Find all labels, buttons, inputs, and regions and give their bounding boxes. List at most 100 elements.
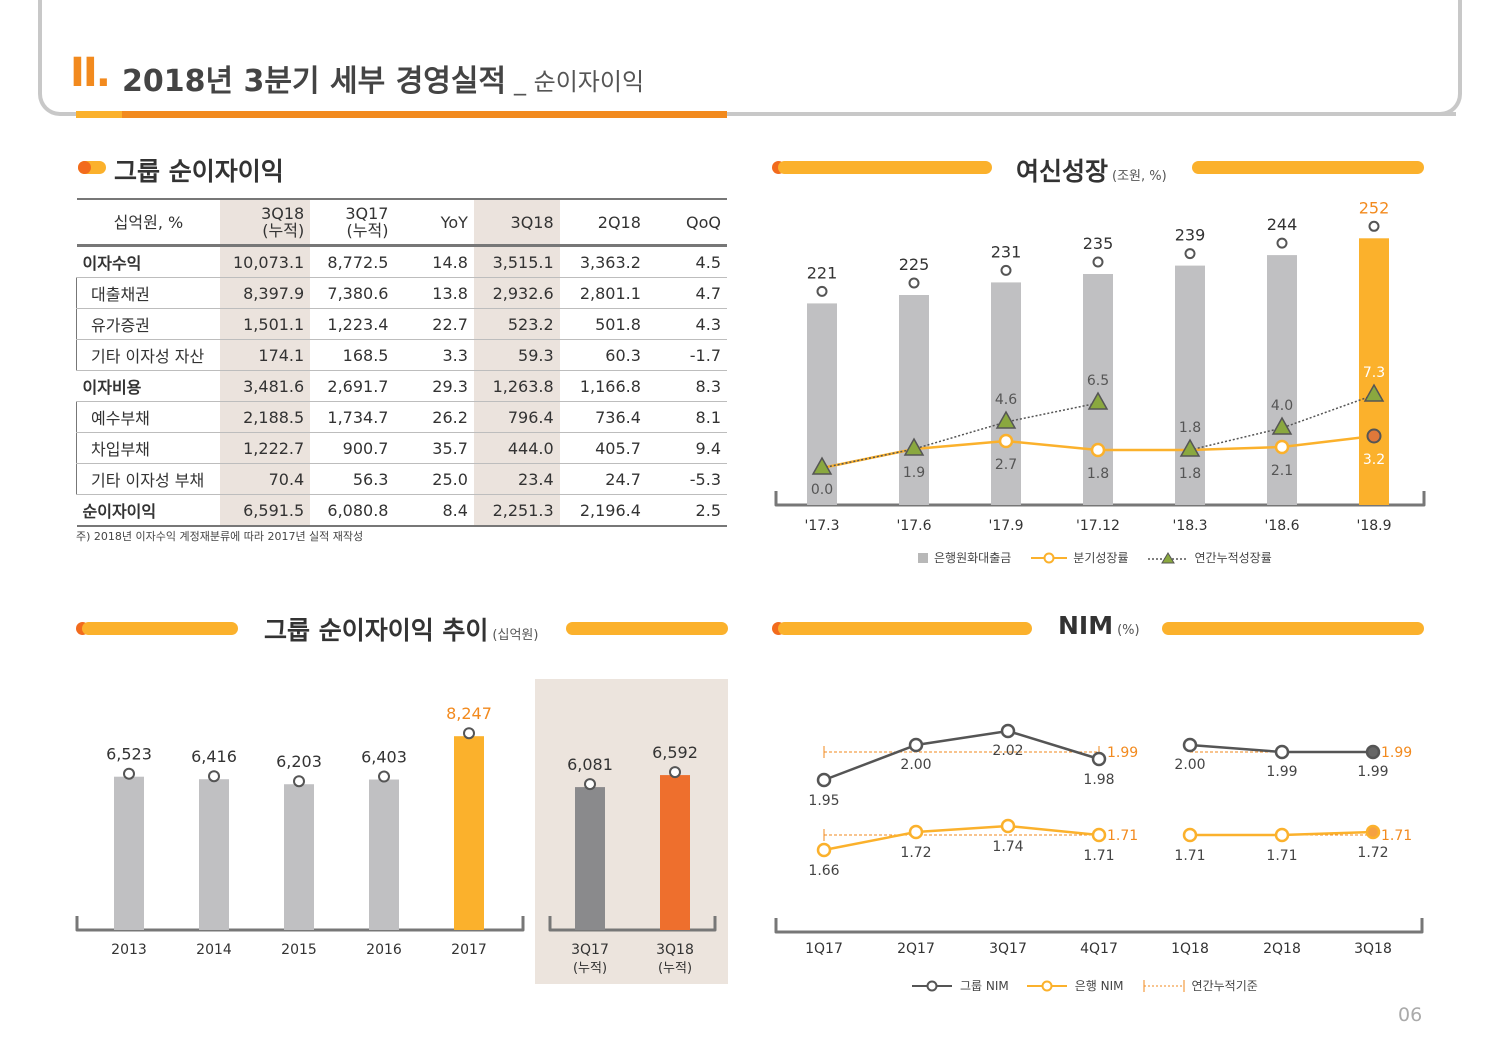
bar-value-label: 6,203	[276, 752, 322, 771]
table-cell: 1,222.7	[220, 432, 311, 464]
table-row: 차입부채 1,222.7 900.7 35.7 444.0 405.7 9.4	[76, 432, 727, 464]
bar	[899, 295, 929, 505]
nim-chart: 1Q17 2Q17 3Q17 4Q17 1Q18 2Q18 3Q18 1.99 1.99 1.95…	[774, 723, 1424, 957]
quarter-growth-marker	[1274, 439, 1290, 455]
bar	[575, 787, 605, 930]
column-header: YoY	[394, 198, 474, 247]
table-cell: 8.1	[646, 401, 727, 433]
table-cell: 523.2	[473, 308, 560, 340]
table-row: 유가증권 1,501.1 1,223.4 22.7 523.2 501.8 4.3	[76, 308, 727, 340]
quarter-growth-label: 1.8	[1087, 466, 1109, 482]
nim-value-label: 1.66	[808, 863, 839, 879]
annual-growth-label: 7.3	[1363, 365, 1385, 381]
comparison-panel	[535, 679, 728, 984]
table-cell: 8.4	[394, 494, 474, 527]
bar-value-label: 6,523	[106, 745, 152, 764]
quarter-growth-label: 1.9	[903, 465, 925, 481]
quarter-growth-label: 2.1	[1271, 463, 1293, 479]
x-tick-label: 2Q17	[897, 941, 935, 957]
bar	[1359, 238, 1389, 506]
table-cell: 13.8	[394, 277, 474, 309]
table-row: 순이자이익 6,591.5 6,080.8 8.4 2,251.3 2,196.4 2.5	[76, 494, 727, 527]
nim-value-label: 1.95	[808, 793, 839, 809]
bar-value-marker	[584, 778, 596, 791]
x-tick-label: '17.12	[1076, 518, 1120, 534]
legend-bar-swatch	[918, 552, 928, 563]
bar-value-label: 225	[899, 255, 930, 274]
table-cell: 8.3	[646, 370, 727, 402]
table-cell: 59.3	[473, 339, 560, 371]
bar	[199, 779, 229, 930]
header-accent-rule	[76, 111, 727, 118]
bar	[807, 303, 837, 505]
table-cell: 3,481.6	[220, 370, 311, 402]
x-tick-label: '18.9	[1356, 518, 1391, 534]
x-axis	[774, 918, 1424, 934]
column-header: 3Q18 (누적)	[220, 198, 311, 247]
table-row: 이자비용 3,481.6 2,691.7 29.3 1,263.8 1,166.8 8.3	[76, 370, 727, 402]
legend-group-nim-label: 그룹 NIM	[960, 979, 1009, 993]
legend-quarter-swatch	[1031, 552, 1068, 563]
table-cell: 444.0	[473, 432, 560, 464]
table-row: 대출채권 8,397.9 7,380.6 13.8 2,932.6 2,801.1 4.7	[76, 277, 727, 309]
nim-value-label: 2.02	[992, 743, 1023, 759]
x-tick-label: (누적)	[658, 961, 692, 976]
legend-bar-label: 은행원화대출금	[934, 551, 1012, 565]
x-tick-label: 2013	[111, 942, 147, 958]
x-tick-label: 3Q17	[989, 941, 1027, 957]
bar	[454, 736, 484, 930]
bar-value-marker	[816, 285, 828, 297]
bar-value-label: 6,416	[191, 747, 237, 766]
x-tick-label: '17.6	[896, 518, 931, 534]
table-section-title: 그룹 순이자이익	[114, 157, 284, 186]
section-marker-dot	[78, 161, 91, 174]
table-cell: 8,397.9	[220, 277, 311, 309]
quarter-growth-marker	[1090, 442, 1106, 458]
annual-growth-marker	[1363, 383, 1385, 402]
table-row: 기타 이자성 부채 70.4 56.3 25.0 23.4 24.7 -5.3	[76, 463, 727, 495]
row-label: 기타 이자성 자산	[76, 339, 221, 371]
column-header: 2Q18	[559, 198, 647, 247]
table-cell: 405.7	[559, 432, 647, 464]
cumulative-label: 1.99	[1107, 745, 1138, 761]
nim-marker	[1274, 744, 1290, 760]
table-cell: 3.3	[394, 339, 474, 371]
loan-growth-chart: 221 '17.3 225 '17.6 231 '17.9 235 '17.12 239 '18.…	[774, 198, 1426, 534]
x-tick-label: 3Q17	[571, 942, 609, 958]
x-tick-label: 3Q18	[1354, 941, 1392, 957]
bar-value-marker	[1184, 248, 1196, 260]
bar	[991, 282, 1021, 505]
table-cell: 70.4	[220, 463, 311, 495]
income-table: 십억원, % 3Q18 (누적) 3Q17 (누적) YoY 3Q18 2Q18 QoQ 이자수…	[76, 198, 727, 527]
table-cell: 6,080.8	[310, 494, 395, 527]
legend-bank-nim-label: 은행 NIM	[1074, 979, 1124, 993]
table-cell: 2,932.6	[473, 277, 560, 309]
table-cell: 25.0	[394, 463, 474, 495]
annual-growth-marker	[903, 437, 925, 456]
table-cell: 24.7	[559, 463, 647, 495]
section-number: II.	[70, 50, 111, 96]
bar-value-label: 8,247	[446, 704, 492, 723]
x-tick-label: 2017	[451, 942, 487, 958]
title-bar-right	[1162, 622, 1424, 635]
table-cell: 796.4	[473, 401, 560, 433]
legend-group-nim-swatch	[912, 980, 952, 991]
table-cell: 4.7	[646, 277, 727, 309]
legend-annual-label: 연간누적성장률	[1194, 551, 1272, 565]
title-bar-left	[82, 622, 238, 635]
bar-value-marker	[1000, 264, 1012, 276]
annual-growth-marker	[995, 410, 1017, 429]
nim-marker	[1182, 737, 1198, 753]
nim-value-label: 1.99	[1357, 764, 1388, 780]
nim-value-label: 2.00	[1174, 757, 1205, 773]
table-cell: 2,801.1	[559, 277, 647, 309]
bar-value-label: 239	[1175, 226, 1206, 245]
table-cell: 1,166.8	[559, 370, 647, 402]
x-tick-label: 1Q18	[1171, 941, 1209, 957]
bar-value-label: 231	[991, 242, 1022, 261]
table-cell: 736.4	[559, 401, 647, 433]
table-row: 이자수익 10,073.1 8,772.5 14.8 3,515.1 3,363.2 4.5	[76, 245, 727, 278]
row-label: 예수부채	[76, 401, 221, 433]
table-header-row: 십억원, % 3Q18 (누적) 3Q17 (누적) YoY 3Q18 2Q18 QoQ	[76, 198, 727, 247]
x-tick-label: 2016	[366, 942, 402, 958]
